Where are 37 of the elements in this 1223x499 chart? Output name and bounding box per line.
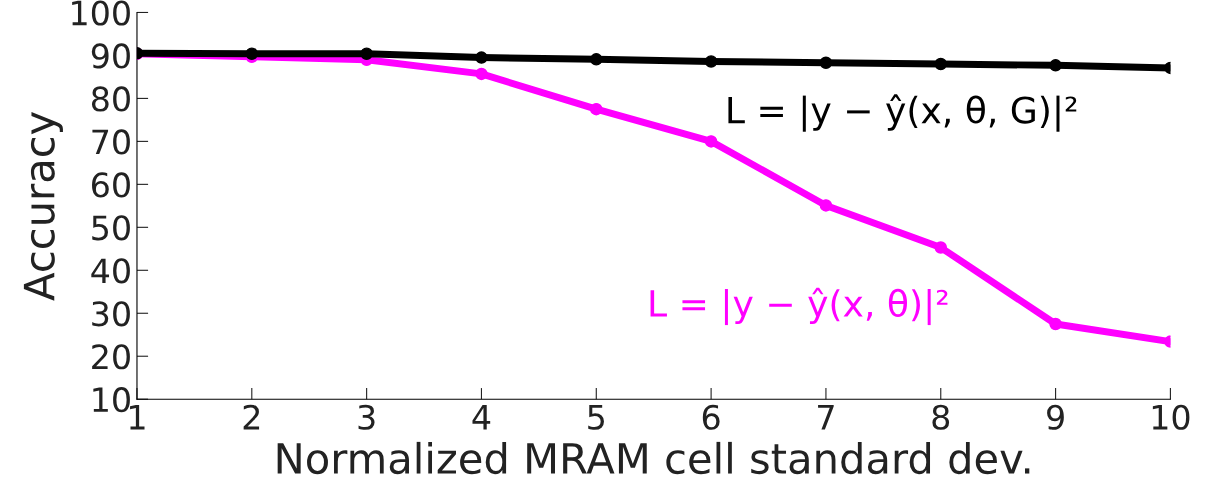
- point: [934, 57, 948, 71]
- y-tick-label: 100: [72, 0, 130, 26]
- point: [934, 241, 948, 254]
- y-tick-label: 80: [91, 86, 130, 112]
- point: [475, 51, 488, 64]
- y-tick-label: 20: [92, 344, 130, 370]
- x-tick-label: 7: [818, 405, 834, 430]
- point: [819, 199, 833, 212]
- point: [704, 135, 718, 148]
- point: [590, 102, 603, 116]
- x-tick-label: 3: [358, 404, 375, 430]
- point: [1049, 317, 1062, 331]
- x-tick-label: 5: [588, 405, 604, 430]
- x-tick-label: 4: [472, 405, 491, 430]
- y-tick-label: 60: [92, 172, 130, 198]
- point: [590, 53, 603, 66]
- point: [360, 47, 373, 60]
- y-axis-title: Accuracy: [23, 111, 63, 301]
- annotation: L = |y − ŷ(x, θ, G)|²: [728, 94, 1077, 132]
- y-tick-label: 70: [92, 129, 130, 155]
- y-tick-label: 50: [92, 215, 130, 241]
- y-tick-label: 30: [92, 301, 130, 327]
- point: [819, 56, 833, 69]
- x-tick-label: 9: [1047, 404, 1064, 430]
- y-tick-label: 40: [91, 258, 130, 284]
- point: [475, 67, 488, 81]
- x-axis-title: Normalized MRAM cell standard dev.: [277, 441, 1030, 475]
- x-tick-label: 1: [130, 405, 145, 430]
- x-tick-label: 6: [702, 404, 720, 430]
- y-tick-label: 10: [93, 387, 130, 413]
- y-tick-label: 90: [91, 43, 130, 69]
- point: [704, 55, 718, 68]
- x-tick-label: 8: [932, 404, 950, 430]
- point: [1049, 59, 1062, 72]
- x-tick-label: 10: [1152, 404, 1190, 430]
- x-tick-label: 2: [243, 404, 260, 430]
- annotation: L = |y − ŷ(x, θ)|²: [650, 287, 948, 326]
